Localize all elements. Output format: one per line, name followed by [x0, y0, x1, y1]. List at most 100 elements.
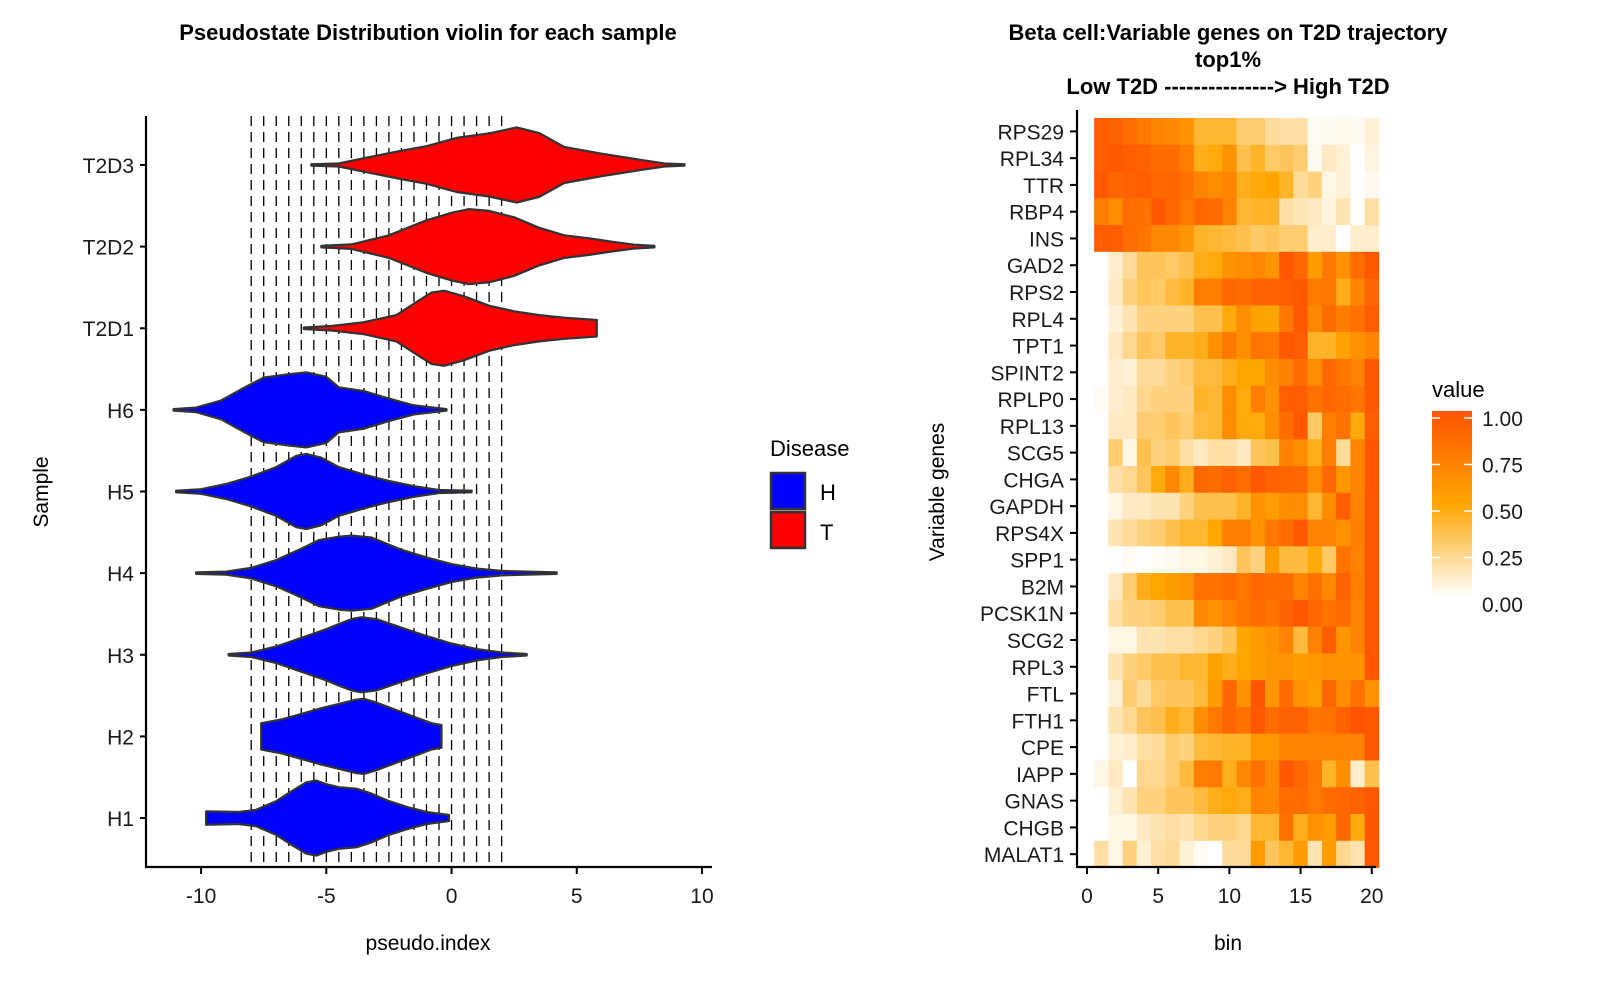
heatmap-cell	[1279, 599, 1294, 628]
violin-h1	[205, 779, 451, 857]
heatmap-cell	[1250, 546, 1266, 574]
heatmap-cell	[1136, 787, 1152, 815]
gene-label: RPL13	[1000, 416, 1064, 439]
heatmap-cell	[1293, 171, 1309, 199]
heatmap-cell	[1094, 573, 1109, 601]
heatmap-cell	[1236, 144, 1252, 172]
heatmap-cell	[1094, 332, 1109, 360]
heatmap-cell	[1307, 653, 1323, 681]
heatmap-cell	[1094, 278, 1109, 306]
heatmap-cell	[1136, 305, 1152, 333]
heatmap-cell	[1151, 412, 1166, 440]
heatmap-cell	[1307, 680, 1323, 708]
heatmap-cell	[1122, 305, 1138, 333]
heatmap-cell	[1321, 706, 1337, 735]
heatmap-cell	[1193, 787, 1209, 815]
heatmap-cell	[1108, 546, 1123, 574]
heatmap-cell	[1151, 680, 1166, 708]
heatmap-cell	[1279, 626, 1294, 654]
heatmap-cell	[1293, 760, 1309, 788]
heatmap-cell	[1122, 706, 1138, 735]
heatmap-cell	[1279, 225, 1294, 253]
gene-label: RPS29	[997, 121, 1064, 144]
heatmap-cell	[1279, 546, 1294, 574]
heatmap-cell	[1165, 358, 1180, 387]
heatmap-cell	[1250, 439, 1266, 467]
heatmap-cell	[1136, 706, 1152, 735]
gene-label: CPE	[1021, 737, 1064, 760]
heatmap-cell	[1222, 305, 1237, 333]
heatmap-cell	[1208, 787, 1223, 815]
heatmap-cell	[1236, 546, 1252, 574]
heatmap-cell	[1250, 599, 1266, 628]
heatmap-cell	[1136, 626, 1152, 654]
heatmap-cell	[1236, 519, 1252, 547]
heatmap-cell	[1122, 519, 1138, 547]
heatmap-cell	[1321, 653, 1337, 681]
heatmap-cell	[1151, 492, 1166, 520]
heatmap-cell	[1136, 680, 1152, 708]
heatmap-cell	[1336, 144, 1351, 172]
heatmap-cell	[1122, 573, 1138, 601]
heatmap-cell	[1179, 706, 1195, 735]
heatmap-cell	[1122, 760, 1138, 788]
heatmap-cell	[1321, 466, 1337, 494]
heatmap-cell	[1094, 198, 1109, 226]
heatmap-cell	[1193, 466, 1209, 494]
heatmap-cell	[1264, 760, 1280, 788]
heatmap-cell	[1236, 706, 1252, 735]
heatmap-cell	[1193, 680, 1209, 708]
heatmap-cell	[1264, 251, 1280, 280]
heatmap-cell	[1293, 225, 1309, 253]
gene-label: RPS2	[1009, 282, 1064, 305]
colorbar-ticks: 0.00 0.25 0.50 0.75 1.00	[1432, 408, 1523, 617]
heatmap-cell	[1350, 278, 1366, 306]
gene-label: CHGA	[1003, 469, 1064, 492]
heatmap-cell	[1279, 653, 1294, 681]
heatmap-cell	[1208, 546, 1223, 574]
heatmap-cell	[1222, 787, 1237, 815]
heatmap-cell	[1307, 358, 1323, 387]
heatmap-cell	[1208, 519, 1223, 547]
heatmap-cell	[1222, 680, 1237, 708]
heatmap-cell	[1222, 760, 1237, 788]
heatmap-cell	[1364, 278, 1380, 306]
heatmap-cell	[1179, 814, 1195, 842]
heatmap-cell	[1293, 733, 1309, 761]
heatmap-cell	[1236, 787, 1252, 815]
heatmap-cell	[1122, 358, 1138, 387]
heatmap-cell	[1122, 198, 1138, 226]
heatmap-cell	[1336, 840, 1351, 868]
heatmap-cell	[1279, 412, 1294, 440]
heatmap-cell	[1321, 840, 1337, 868]
heatmap-cell	[1350, 814, 1366, 842]
heatmap-cell	[1136, 546, 1152, 574]
heatmap-cell	[1293, 305, 1309, 333]
y-tick-label: T2D1	[83, 318, 134, 341]
heatmap-cell	[1208, 144, 1223, 172]
heatmap-cell	[1321, 787, 1337, 815]
heatmap-cell	[1321, 251, 1337, 280]
heatmap-cell	[1321, 412, 1337, 440]
heatmap-cell	[1264, 706, 1280, 735]
violin-h2	[260, 697, 443, 775]
heatmap-cell	[1165, 573, 1180, 601]
heatmap-cell	[1193, 358, 1209, 387]
heatmap-cell	[1293, 439, 1309, 467]
heatmap-cell	[1165, 653, 1180, 681]
heatmap-cell	[1136, 118, 1152, 146]
heatmap-cell	[1250, 385, 1266, 413]
heatmap-cell	[1122, 787, 1138, 815]
heatmap-cell	[1236, 118, 1252, 146]
heatmap-cell	[1151, 439, 1166, 467]
heatmap-cell	[1293, 278, 1309, 306]
gene-label: SPP1	[1010, 550, 1064, 573]
heatmap-cell	[1136, 225, 1152, 253]
heatmap-cell	[1293, 144, 1309, 172]
heatmap-cell	[1264, 225, 1280, 253]
heatmap-cell	[1222, 653, 1237, 681]
heatmap-cell	[1208, 198, 1223, 226]
x-axis-label: pseudo.index	[366, 932, 491, 955]
heatmap-cell	[1193, 706, 1209, 735]
heatmap-cell	[1350, 251, 1366, 280]
